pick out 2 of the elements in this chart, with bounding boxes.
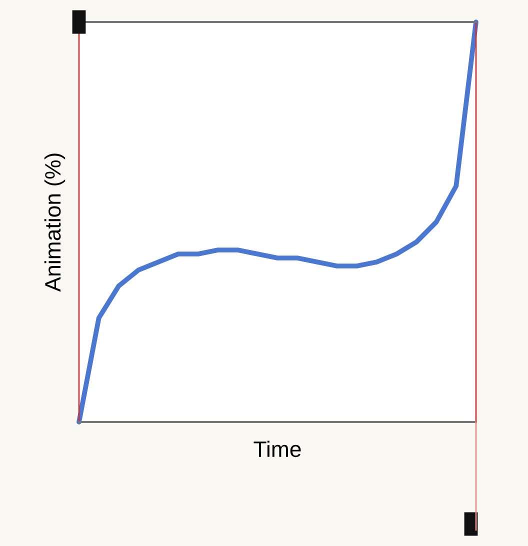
y-axis-title: Animation (%) [44, 154, 66, 292]
x-axis-title: Time [254, 440, 301, 458]
